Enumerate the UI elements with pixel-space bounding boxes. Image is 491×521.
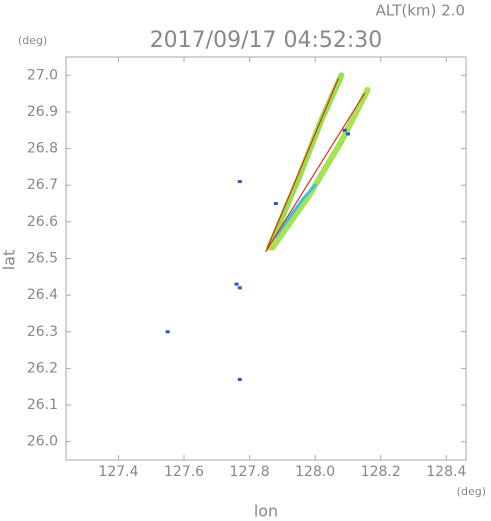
echo-streak	[269, 86, 371, 251]
x-tick-label: 127.4	[98, 464, 138, 480]
y-tick-label: 26.0	[27, 434, 58, 450]
y-tick-label: 26.2	[27, 360, 58, 376]
chart-title: 2017/09/17 04:52:30	[150, 28, 383, 53]
echo-spot	[273, 202, 278, 206]
echo-spot	[237, 377, 242, 381]
x-unit: (deg)	[457, 485, 486, 498]
echo-spot	[345, 132, 350, 136]
echo-streak	[274, 183, 317, 239]
echo-spot	[237, 286, 242, 290]
echo-streak	[265, 93, 365, 252]
y-unit: (deg)	[18, 34, 47, 47]
altitude-label: ALT(km) 2.0	[376, 2, 465, 20]
y-tick-label: 26.8	[27, 141, 58, 157]
echo-streak	[265, 78, 339, 252]
x-tick-label: 128.0	[295, 464, 335, 480]
echo-spot	[237, 180, 242, 184]
y-tick-label: 26.6	[27, 214, 58, 230]
y-tick-label: 26.4	[27, 287, 58, 303]
y-tick-label: 26.1	[27, 397, 58, 413]
x-tick-label: 128.2	[361, 464, 401, 480]
x-tick-label: 127.6	[164, 464, 204, 480]
plot-frame	[65, 56, 467, 461]
x-tick-label: 127.8	[230, 464, 270, 480]
y-tick-label: 27.0	[27, 67, 58, 83]
x-axis-label: lon	[254, 502, 278, 521]
x-tick-label: 128.4	[426, 464, 466, 480]
y-tick-label: 26.7	[27, 177, 58, 193]
echo-spot	[234, 282, 239, 286]
echo-streak	[266, 72, 345, 251]
y-tick-label: 26.3	[27, 324, 58, 340]
y-tick-label: 26.5	[27, 251, 58, 267]
echo-spot	[342, 128, 347, 132]
y-axis-label: lat	[0, 250, 19, 271]
y-tick-label: 26.9	[27, 104, 58, 120]
echo-spot	[165, 330, 170, 334]
